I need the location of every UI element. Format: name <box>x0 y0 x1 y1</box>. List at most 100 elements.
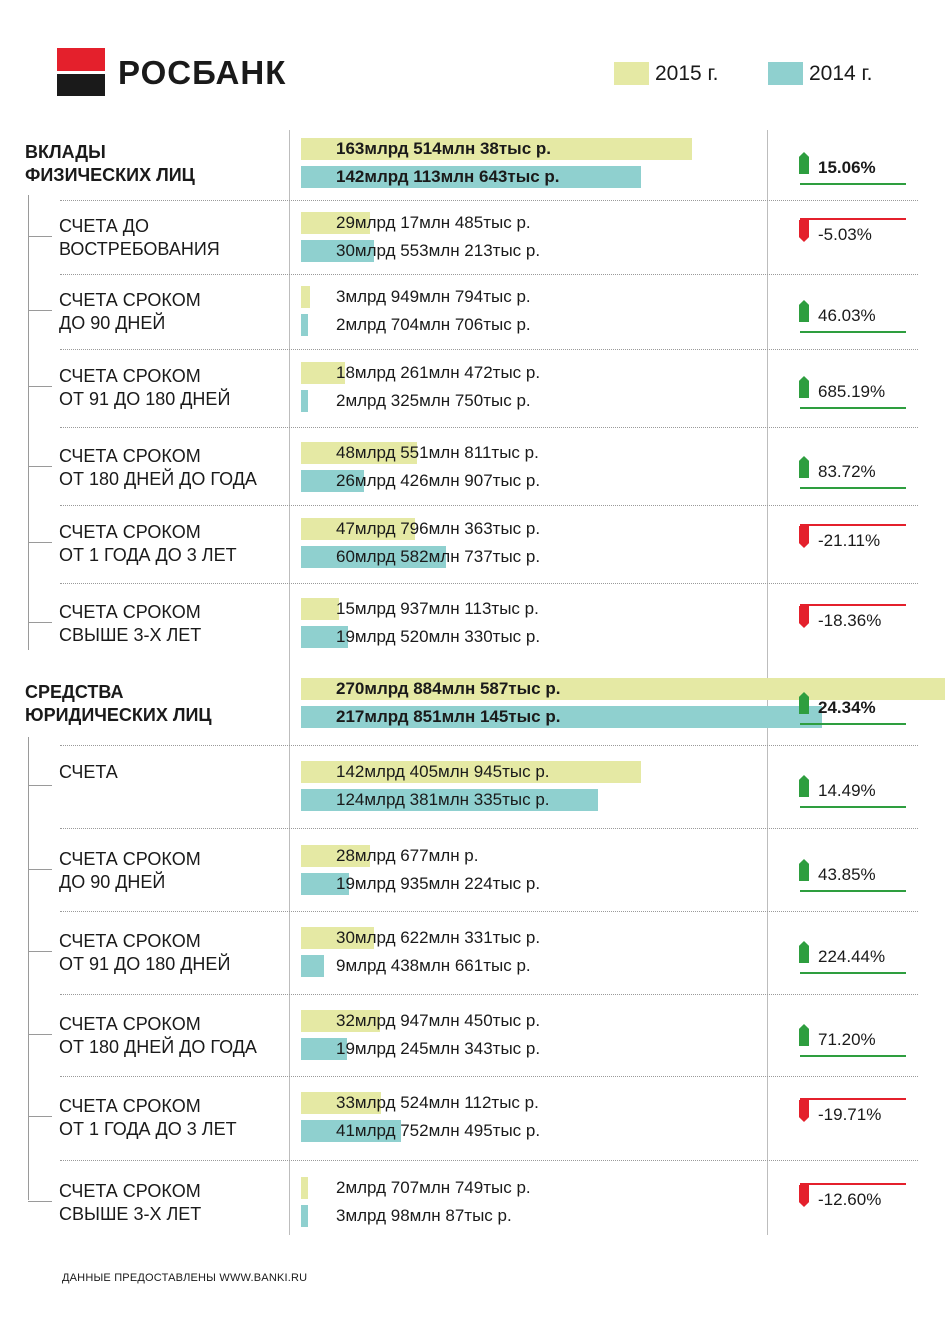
tree-branch <box>28 951 52 952</box>
value-2014: 41млрд 752млн 495тыс р. <box>336 1121 541 1140</box>
value-2015: 47млрд 796млн 363тыс р. <box>336 519 541 538</box>
tree-line-legal <box>28 737 29 1200</box>
value-2014: 19млрд 245млн 343тыс р. <box>336 1039 541 1058</box>
row-divider <box>60 200 918 201</box>
category-label: СЧЕТА СРОКОМ ОТ 1 ГОДА ДО 3 ЛЕТ <box>59 522 237 565</box>
change-percent: 224.44% <box>818 947 886 966</box>
category-label: СЧЕТА СРОКОМ ОТ 1 ГОДА ДО 3 ЛЕТ <box>59 1096 237 1139</box>
bar-2015 <box>301 1010 380 1032</box>
change-percent: 15.06% <box>818 158 876 177</box>
bar-2015 <box>301 212 371 234</box>
change-baseline <box>800 806 906 808</box>
down-arrow-icon <box>799 606 809 628</box>
change-baseline <box>800 1098 906 1100</box>
change-percent: 83.72% <box>818 462 876 481</box>
row-divider <box>60 1160 918 1161</box>
rosbank-logo-icon <box>57 48 105 96</box>
value-2015: 270млрд 884млн 587тыс р. <box>336 679 561 698</box>
change-percent: -5.03% <box>818 225 872 244</box>
value-2015: 163млрд 514млн 38тыс р. <box>336 139 551 158</box>
category-label: СЧЕТА СРОКОМ ОТ 180 ДНЕЙ ДО ГОДА <box>59 446 257 489</box>
brand-name: РОСБАНК <box>118 54 287 91</box>
up-arrow-icon <box>799 775 809 797</box>
up-arrow-icon <box>799 941 809 963</box>
bar-2014 <box>301 1205 309 1227</box>
change-baseline <box>800 407 906 409</box>
change-percent: 46.03% <box>818 306 876 325</box>
legend-swatch-2014 <box>768 62 803 85</box>
bar-2015 <box>301 1177 308 1199</box>
value-2015: 18млрд 261млн 472тыс р. <box>336 363 541 382</box>
bar-2015 <box>301 362 345 384</box>
value-2015: 142млрд 405млн 945тыс р. <box>336 762 550 781</box>
category-label: СЧЕТА СРОКОМ ДО 90 ДНЕЙ <box>59 849 201 892</box>
bar-2015 <box>301 518 416 540</box>
up-arrow-icon <box>799 859 809 881</box>
row-divider <box>60 349 918 350</box>
bar-2015 <box>301 761 642 783</box>
category-label: СЧЕТА СРОКОМ ОТ 91 ДО 180 ДНЕЙ <box>59 931 231 974</box>
down-arrow-icon <box>799 1185 809 1207</box>
legend-label-2014: 2014 г. <box>809 62 873 85</box>
bar-2014 <box>301 546 446 568</box>
tree-branch <box>28 1116 52 1117</box>
bar-2015 <box>301 927 375 949</box>
bar-2015 <box>301 138 692 160</box>
row-divider <box>60 745 918 746</box>
change-baseline <box>800 487 906 489</box>
tree-branch <box>28 466 52 467</box>
change-baseline <box>800 972 906 974</box>
category-label: ВКЛАДЫ ФИЗИЧЕСКИХ ЛИЦ <box>25 142 195 185</box>
change-baseline <box>800 1183 906 1185</box>
category-label: СЧЕТА СРОКОМ ОТ 91 ДО 180 ДНЕЙ <box>59 366 231 409</box>
legend-swatch-2015 <box>614 62 649 85</box>
value-2015: 48млрд 551млн 811тыс р. <box>336 443 539 462</box>
source-note: ДАННЫЕ ПРЕДОСТАВЛЕНЫ WWW.BANKI.RU <box>62 1272 308 1284</box>
change-percent: -21.11% <box>818 531 881 550</box>
change-percent: 24.34% <box>818 698 876 717</box>
value-2014: 2млрд 704млн 706тыс р. <box>336 315 531 334</box>
value-2014: 3млрд 98млн 87тыс р. <box>336 1206 512 1225</box>
bar-2014 <box>301 1038 347 1060</box>
bar-2014 <box>301 470 365 492</box>
bar-2015 <box>301 286 311 308</box>
tree-branch <box>28 869 52 870</box>
change-percent: 43.85% <box>818 865 876 884</box>
change-baseline <box>800 723 906 725</box>
change-percent: -18.36% <box>818 611 882 630</box>
tree-branch <box>28 310 52 311</box>
change-baseline <box>800 218 906 220</box>
down-arrow-icon <box>799 526 809 548</box>
value-2015: 33млрд 524млн 112тыс р. <box>336 1093 539 1112</box>
bar-2015 <box>301 845 370 867</box>
value-2015: 28млрд 677млн р. <box>336 846 479 865</box>
bar-2014 <box>301 955 324 977</box>
bar-2015 <box>301 1092 382 1114</box>
tree-branch <box>28 1034 52 1035</box>
bar-2014 <box>301 166 641 188</box>
category-label: СРЕДСТВА ЮРИДИЧЕСКИХ ЛИЦ <box>25 682 212 725</box>
category-label: СЧЕТА ДО ВОСТРЕБОВАНИЯ <box>59 216 220 259</box>
value-2014: 217млрд 851млн 145тыс р. <box>336 707 561 726</box>
value-2014: 19млрд 520млн 330тыс р. <box>336 627 541 646</box>
tree-branch <box>28 542 52 543</box>
change-baseline <box>800 1055 906 1057</box>
column-separator-left <box>289 130 290 1235</box>
change-percent: 685.19% <box>818 382 886 401</box>
value-2015: 32млрд 947млн 450тыс р. <box>336 1011 541 1030</box>
legend-label-2015: 2015 г. <box>655 62 719 85</box>
change-baseline <box>800 524 906 526</box>
category-label: СЧЕТА СРОКОМ СВЫШЕ 3-Х ЛЕТ <box>59 602 202 645</box>
value-2014: 124млрд 381млн 335тыс р. <box>336 790 550 809</box>
bar-2015 <box>301 598 340 620</box>
tree-branch <box>28 386 52 387</box>
bar-2014 <box>301 789 599 811</box>
row-divider <box>60 274 918 275</box>
bar-2014 <box>301 240 375 262</box>
change-percent: 14.49% <box>818 781 876 800</box>
tree-line-individuals <box>28 195 29 650</box>
bar-2014 <box>301 314 308 336</box>
change-baseline <box>800 183 906 185</box>
down-arrow-icon <box>799 220 809 242</box>
change-percent: -12.60% <box>818 1190 882 1209</box>
